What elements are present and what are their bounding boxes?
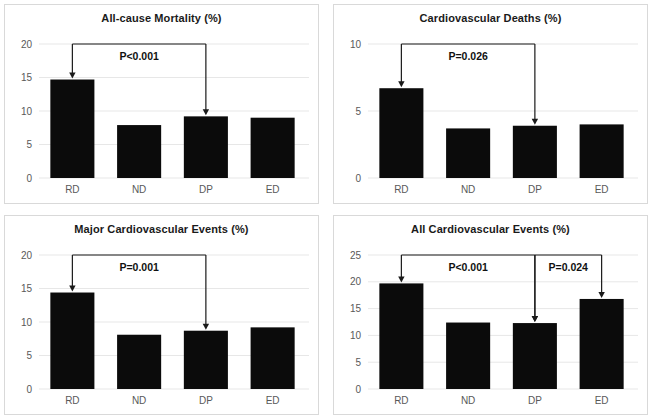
y-tick-label: 10 [350,330,362,341]
p-value-label: P=0.026 [448,50,488,62]
bar-RD [379,88,423,178]
chart-panel-all-cause-mortality: All-cause Mortality (%) 0 5 10 15 20 RD ND DP ED… [4,4,319,204]
chart-title: Cardiovascular Deaths (%) [334,12,647,28]
x-tick-label: ED [266,184,280,195]
x-tick-label: ND [461,184,475,195]
y-tick-label: 20 [21,250,33,261]
chart-title: All Cardiovascular Events (%) [334,223,647,239]
bar-ND [446,128,490,178]
x-tick-label: RD [65,395,79,406]
y-tick-label: 20 [350,276,362,287]
bar-chart-major-cardiovascular-events: 0 5 10 15 20 RD ND DP ED P=0.001 [5,239,318,411]
y-tick-label: 0 [355,173,361,184]
bar-ED [251,118,295,178]
bar-ED [251,327,295,389]
x-tick-label: RD [65,184,79,195]
x-tick-label: ED [595,395,609,406]
y-tick-label: 0 [355,384,361,395]
y-tick-label: 10 [21,106,33,117]
y-tick-label: 5 [355,357,361,368]
bar-chart-all-cardiovascular-events: 0 5 10 15 20 25 RD ND DP ED P<0.001 P=0.024 [334,239,647,411]
bar-DP [184,331,228,389]
chart-title: All-cause Mortality (%) [5,12,318,28]
bar-DP [513,126,557,178]
bar-ND [446,323,490,389]
arrow-head [532,119,538,125]
y-tick-label: 15 [21,72,33,83]
arrow-head [203,324,209,330]
x-tick-label: RD [394,184,408,195]
x-tick-label: DP [528,184,542,195]
x-tick-label: DP [199,395,213,406]
x-tick-label: RD [394,395,408,406]
y-tick-label: 15 [350,303,362,314]
x-tick-label: ND [461,395,475,406]
x-tick-label: ED [266,395,280,406]
x-tick-label: DP [199,184,213,195]
chart-panel-all-cardiovascular-events: All Cardiovascular Events (%) 0 5 10 15 20 25… [333,215,648,415]
y-tick-label: 10 [350,39,362,50]
arrow-head [203,109,209,115]
y-tick-label: 5 [355,106,361,117]
chart-panel-cardiovascular-deaths: Cardiovascular Deaths (%) 0 5 10 RD ND DP ED P=… [333,4,648,204]
chart-title: Major Cardiovascular Events (%) [5,223,318,239]
bar-RD [50,80,94,178]
y-tick-label: 15 [21,283,33,294]
chart-panel-major-cardiovascular-events: Major Cardiovascular Events (%) 0 5 10 15 20… [4,215,319,415]
y-tick-label: 25 [350,250,362,261]
bar-chart-all-cause-mortality: 0 5 10 15 20 RD ND DP ED P<0.001 [5,28,318,200]
y-tick-label: 0 [26,384,32,395]
p-value-label: P<0.001 [448,261,488,273]
bar-RD [50,293,94,389]
figure-page: All-cause Mortality (%) 0 5 10 15 20 RD ND DP ED… [0,0,652,420]
bar-ND [117,125,161,178]
p-value-label: P=0.001 [119,261,159,273]
bar-chart-cardiovascular-deaths: 0 5 10 RD ND DP ED P=0.026 [334,28,647,200]
y-tick-label: 5 [26,350,32,361]
p-value-label: P<0.001 [119,50,159,62]
bar-ND [117,335,161,389]
bar-DP [513,323,557,389]
y-tick-label: 0 [26,173,32,184]
x-tick-label: DP [528,395,542,406]
bar-RD [379,283,423,389]
bar-ED [580,299,624,389]
y-tick-label: 10 [21,317,33,328]
x-tick-label: ED [595,184,609,195]
bar-ED [580,124,624,178]
arrow-head [532,316,538,322]
x-tick-label: ND [132,395,146,406]
y-tick-label: 20 [21,39,33,50]
x-tick-label: ND [132,184,146,195]
y-tick-label: 5 [26,139,32,150]
arrow-head [398,81,404,87]
charts-grid: All-cause Mortality (%) 0 5 10 15 20 RD ND DP ED… [4,4,648,415]
p-value-label: P=0.024 [549,261,589,273]
arrow-head [598,292,604,298]
bar-DP [184,116,228,178]
